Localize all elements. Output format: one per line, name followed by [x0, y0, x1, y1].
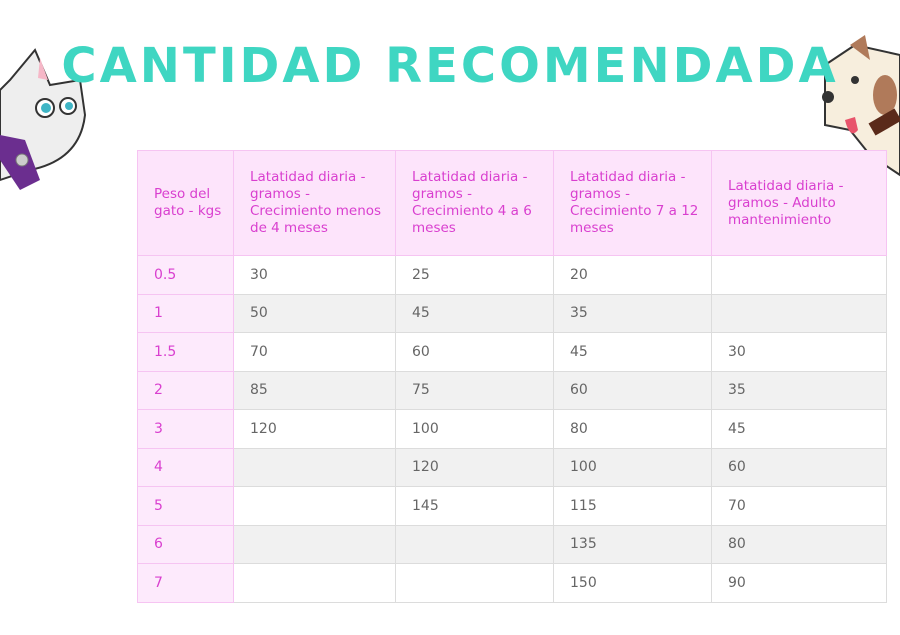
- amount-cell: 20: [553, 255, 712, 295]
- amount-cell: [711, 293, 887, 333]
- amount-cell: 80: [553, 409, 712, 449]
- weight-cell: 3: [137, 409, 234, 449]
- feeding-table: Peso del gato - kgs Latatidad diaria - gr…: [137, 150, 887, 603]
- amount-cell: 60: [395, 332, 554, 372]
- amount-cell: 35: [553, 293, 712, 333]
- table-row: 1 50 45 35: [137, 293, 887, 333]
- column-header: Latatidad diaria - gramos - Crecimiento …: [233, 150, 396, 256]
- table-row: 5 145 115 70: [137, 486, 887, 526]
- amount-cell: [711, 255, 887, 295]
- amount-cell: 115: [553, 486, 712, 526]
- amount-cell: 30: [233, 255, 396, 295]
- amount-cell: 90: [711, 563, 887, 603]
- amount-cell: 70: [711, 486, 887, 526]
- amount-cell: 45: [553, 332, 712, 372]
- table-row: 1.5 70 60 45 30: [137, 332, 887, 372]
- column-header: Latatidad diaria - gramos - Crecimiento …: [395, 150, 554, 256]
- amount-cell: 85: [233, 370, 396, 410]
- amount-cell: 150: [553, 563, 712, 603]
- title: CANTIDAD RECOMENDADA: [61, 38, 839, 94]
- amount-cell: 75: [395, 370, 554, 410]
- amount-cell: 80: [711, 524, 887, 564]
- weight-cell: 1: [137, 293, 234, 333]
- amount-cell: 60: [711, 447, 887, 487]
- amount-cell: 45: [711, 409, 887, 449]
- amount-cell: 120: [233, 409, 396, 449]
- cat-illustration: [0, 48, 87, 190]
- weight-cell: 5: [137, 486, 234, 526]
- amount-cell: 100: [553, 447, 712, 487]
- weight-cell: 6: [137, 524, 234, 564]
- weight-cell: 4: [137, 447, 234, 487]
- amount-cell: [233, 563, 396, 603]
- weight-cell: 7: [137, 563, 234, 603]
- weight-cell: 1.5: [137, 332, 234, 372]
- amount-cell: 145: [395, 486, 554, 526]
- amount-cell: [233, 524, 396, 564]
- table-row: 2 85 75 60 35: [137, 370, 887, 410]
- amount-cell: 70: [233, 332, 396, 372]
- amount-cell: 25: [395, 255, 554, 295]
- amount-cell: 30: [711, 332, 887, 372]
- amount-cell: [395, 524, 554, 564]
- amount-cell: 120: [395, 447, 554, 487]
- amount-cell: 50: [233, 293, 396, 333]
- column-header: Peso del gato - kgs: [137, 150, 234, 256]
- table-row: 3 120 100 80 45: [137, 409, 887, 449]
- table-body: 0.5 30 25 20 1 50 45 35 1.5 70 60 45 30 2 85 75 60 35 3 120…: [137, 255, 887, 603]
- amount-cell: [233, 486, 396, 526]
- dog-illustration: [822, 35, 900, 177]
- amount-cell: 100: [395, 409, 554, 449]
- column-header: Latatidad diaria - gramos - Adulto mante…: [711, 150, 887, 256]
- weight-cell: 2: [137, 370, 234, 410]
- weight-cell: 0.5: [137, 255, 234, 295]
- amount-cell: 60: [553, 370, 712, 410]
- amount-cell: [233, 447, 396, 487]
- header-row: Peso del gato - kgs Latatidad diaria - gr…: [137, 150, 887, 256]
- amount-cell: 135: [553, 524, 712, 564]
- column-header: Latatidad diaria - gramos - Crecimiento …: [553, 150, 712, 256]
- amount-cell: 45: [395, 293, 554, 333]
- amount-cell: [395, 563, 554, 603]
- amount-cell: 35: [711, 370, 887, 410]
- table-row: 0.5 30 25 20: [137, 255, 887, 295]
- table-row: 7 150 90: [137, 563, 887, 603]
- table-row: 4 120 100 60: [137, 447, 887, 487]
- table-row: 6 135 80: [137, 524, 887, 564]
